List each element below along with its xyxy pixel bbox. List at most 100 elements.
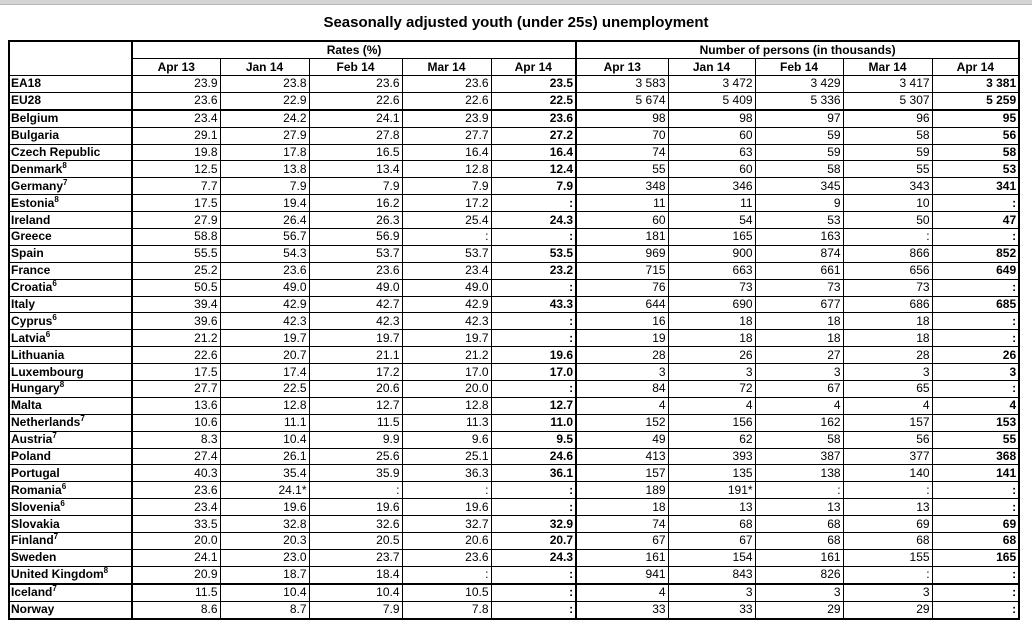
rate-cell: 23.9 xyxy=(401,108,492,128)
country-cell: Sweden xyxy=(8,548,133,567)
table-row: Bulgaria 29.1 27.9 27.8 27.7 27.2 70 60 59 58 56 xyxy=(8,126,1020,145)
persons-cell: 969 xyxy=(575,244,669,263)
persons-cell: 5 259 xyxy=(931,91,1020,111)
country-name: Cyprus xyxy=(11,313,53,328)
rate-cell: 23.6 xyxy=(401,548,492,567)
persons-cell: 140 xyxy=(842,464,933,483)
rate-cell: 10.4 xyxy=(219,430,310,449)
persons-cell: 67 xyxy=(754,380,844,398)
rate-cell: 9.9 xyxy=(308,430,403,449)
rate-cell: : xyxy=(490,312,578,331)
rate-cell: 26.1 xyxy=(219,447,310,466)
persons-cell: 4 xyxy=(575,396,669,415)
rate-cell: 24.2 xyxy=(219,108,310,128)
persons-cell: : xyxy=(842,565,933,585)
persons-cell: 70 xyxy=(575,126,669,145)
rate-cell: : xyxy=(401,481,492,500)
table-row: Norway 8.6 8.7 7.9 7.8:33 33 29 29: xyxy=(8,600,1020,620)
persons-cell: : xyxy=(754,481,844,500)
persons-cell: 74 xyxy=(575,515,669,534)
rate-cell: 49.0 xyxy=(219,278,310,297)
rate-cell: 20.0 xyxy=(401,380,492,398)
persons-month-header: Jan 14 xyxy=(667,58,756,76)
persons-cell: : xyxy=(931,278,1020,297)
persons-cell: 3 472 xyxy=(667,75,756,93)
rate-cell: 20.6 xyxy=(308,380,403,398)
persons-cell: 56 xyxy=(842,430,933,449)
rate-cell: 42.3 xyxy=(219,312,310,331)
persons-cell: 19 xyxy=(575,329,669,348)
table-row: Italy 39.4 42.9 42.7 42.9 43.3 644 690 677 686 685 xyxy=(8,295,1020,314)
table-row: Czech Republic 19.8 17.8 16.5 16.4 16.4 74 63 59… xyxy=(8,143,1020,162)
rate-cell: 35.4 xyxy=(219,464,310,483)
persons-cell: 68 xyxy=(754,515,844,534)
rate-cell: 21.2 xyxy=(401,346,492,365)
table-row: Germany7 7.7 7.9 7.9 7.9 7.9 348 346 345 343 341 xyxy=(8,177,1020,196)
persons-cell: 13 xyxy=(842,498,933,517)
rate-cell: : xyxy=(490,600,578,620)
rate-cell: 43.3 xyxy=(490,295,578,314)
rate-cell: 20.7 xyxy=(219,346,310,365)
persons-cell: 13 xyxy=(754,498,844,517)
country-name: Finland xyxy=(11,533,54,548)
country-name: United Kingdom xyxy=(11,567,104,582)
country-name: Lithuania xyxy=(11,347,65,362)
persons-cell: 138 xyxy=(754,464,844,483)
rate-cell: 23.6 xyxy=(219,261,310,280)
rate-cell: 22.6 xyxy=(401,91,492,111)
persons-cell: 9 xyxy=(754,194,844,213)
persons-cell: 3 xyxy=(754,363,844,382)
persons-cell: 377 xyxy=(842,447,933,466)
rate-cell: 19.8 xyxy=(131,143,221,162)
persons-cell: 656 xyxy=(842,261,933,280)
persons-cell: 393 xyxy=(667,447,756,466)
footnote-marker: 7 xyxy=(80,414,85,424)
country-cell: Hungary8 xyxy=(8,380,133,398)
rate-cell: 39.6 xyxy=(131,312,221,331)
rate-cell: 20.7 xyxy=(490,532,578,550)
persons-cell: 55 xyxy=(842,160,933,179)
rate-cell: 23.4 xyxy=(131,498,221,517)
table-row: Finland7 20.0 20.3 20.5 20.6 20.7 67 67 68 68 68 xyxy=(8,532,1020,550)
persons-cell: 65 xyxy=(842,380,933,398)
persons-cell: : xyxy=(931,582,1020,602)
persons-cell: 348 xyxy=(575,177,669,196)
rate-cell: 23.6 xyxy=(308,75,403,93)
country-cell: Latvia6 xyxy=(8,329,133,348)
country-cell: Croatia6 xyxy=(8,278,133,297)
rate-cell: 16.4 xyxy=(401,143,492,162)
rate-cell: 40.3 xyxy=(131,464,221,483)
country-cell: Lithuania xyxy=(8,346,133,365)
rate-cell: 7.9 xyxy=(308,177,403,196)
persons-cell: 73 xyxy=(754,278,844,297)
rate-cell: 23.4 xyxy=(131,108,221,128)
rate-cell: 17.4 xyxy=(219,363,310,382)
rate-cell: 8.3 xyxy=(131,430,221,449)
persons-cell: 141 xyxy=(931,464,1020,483)
persons-cell: 343 xyxy=(842,177,933,196)
footnote-marker: 7 xyxy=(53,532,59,542)
persons-month-header: Apr 13 xyxy=(575,58,669,76)
rate-cell: 42.7 xyxy=(308,295,403,314)
rate-cell: 42.3 xyxy=(401,312,492,331)
persons-cell: 73 xyxy=(667,278,756,297)
persons-cell: 900 xyxy=(667,244,756,263)
country-cell: Belgium xyxy=(8,108,133,128)
rate-cell: 22.6 xyxy=(308,91,403,111)
rate-cell: 19.6 xyxy=(490,346,578,365)
persons-cell: 68 xyxy=(754,532,844,550)
rate-cell: 7.8 xyxy=(401,600,492,620)
persons-cell: 29 xyxy=(842,600,933,620)
rate-cell: 58.8 xyxy=(131,228,221,246)
rate-cell: 17.2 xyxy=(308,363,403,382)
rate-cell: 24.1* xyxy=(219,481,310,500)
persons-cell: 18 xyxy=(754,312,844,331)
persons-cell: 62 xyxy=(667,430,756,449)
persons-cell: 96 xyxy=(842,108,933,128)
country-cell: Iceland7 xyxy=(8,582,133,602)
country-cell: Austria7 xyxy=(8,430,133,449)
rate-cell: 27.2 xyxy=(490,126,578,145)
persons-cell: 5 409 xyxy=(667,91,756,111)
persons-cell: 346 xyxy=(667,177,756,196)
country-cell: Portugal xyxy=(8,464,133,483)
